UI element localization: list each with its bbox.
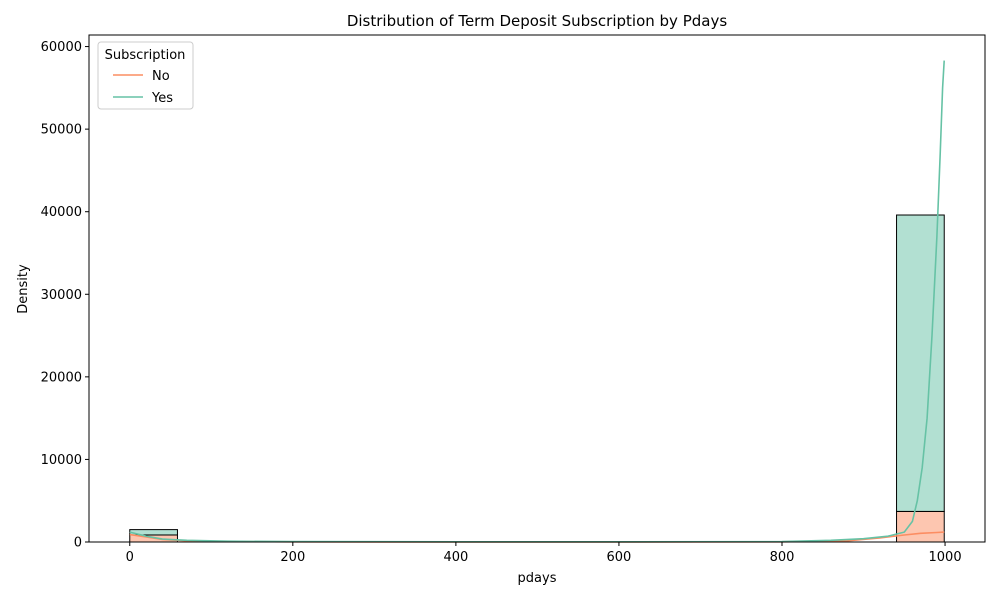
x-tick-label: 600 (607, 550, 632, 565)
y-tick-label: 40000 (41, 205, 82, 220)
y-tick-label: 60000 (41, 40, 82, 55)
x-tick-label: 200 (280, 550, 305, 565)
y-tick-label: 20000 (41, 370, 82, 385)
x-axis-ticks: 0 200 400 600 800 1000 (126, 542, 962, 565)
legend-label-no: No (152, 69, 170, 84)
bar-no-1 (896, 510, 945, 543)
plot-frame (88, 34, 986, 543)
y-tick-label: 10000 (41, 453, 82, 468)
y-tick-label: 30000 (41, 288, 82, 303)
y-tick-label: 50000 (41, 123, 82, 138)
y-axis-label: Density (16, 264, 31, 314)
chart-title: Distribution of Term Deposit Subscriptio… (347, 12, 728, 30)
bar-yes-1 (896, 214, 945, 512)
kde-line-yes (129, 60, 945, 543)
x-axis-label: pdays (518, 571, 557, 586)
legend-title: Subscription (105, 48, 186, 63)
x-tick-label: 800 (770, 550, 795, 565)
legend-label-yes: Yes (151, 91, 173, 106)
y-axis-ticks: 0 10000 20000 30000 40000 50000 60000 (41, 40, 89, 551)
x-tick-label: 1000 (929, 550, 962, 565)
legend: Subscription No Yes (97, 41, 194, 110)
x-tick-label: 0 (126, 550, 134, 565)
y-tick-label: 0 (74, 536, 82, 551)
x-tick-label: 400 (443, 550, 468, 565)
legend-box (97, 41, 194, 110)
